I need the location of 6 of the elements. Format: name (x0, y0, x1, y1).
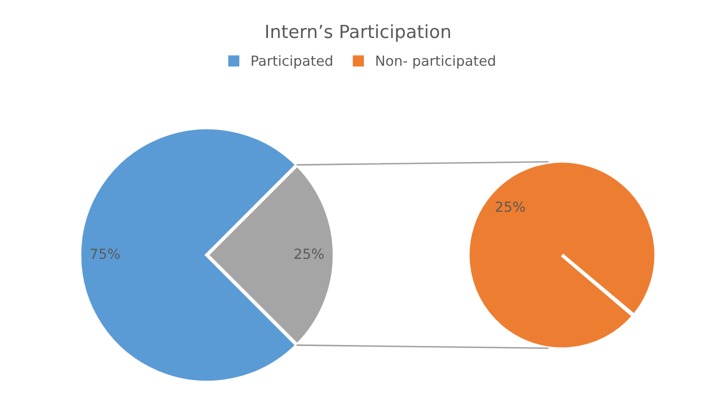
legend-label: Participated (252, 55, 332, 69)
data-label: 75% (90, 248, 120, 260)
legend-label: Non- participated (376, 55, 495, 69)
data-label: 25% (496, 201, 525, 212)
data-label: 25% (294, 248, 324, 260)
chart-title: Intern’s Participation (266, 24, 450, 42)
